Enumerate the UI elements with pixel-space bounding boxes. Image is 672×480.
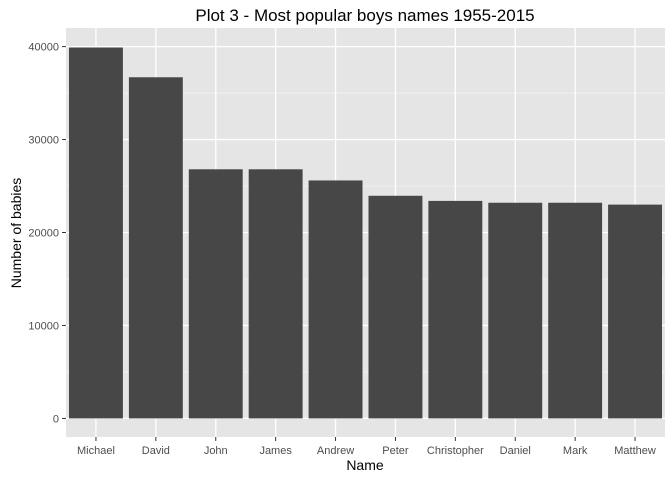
bar-andrew bbox=[308, 180, 363, 419]
x-tick-label: Michael bbox=[77, 445, 115, 457]
y-tick-label: 10000 bbox=[28, 320, 59, 332]
bar-peter bbox=[368, 195, 423, 419]
y-tick-label: 0 bbox=[53, 413, 59, 425]
bar-christopher bbox=[428, 200, 483, 419]
x-tick-label: John bbox=[204, 445, 228, 457]
y-axis-title: Number of babies bbox=[8, 178, 24, 289]
bar-matthew bbox=[608, 204, 663, 419]
bar-mark bbox=[548, 202, 603, 419]
x-tick-label: Daniel bbox=[500, 445, 531, 457]
x-tick-label: Mark bbox=[563, 445, 588, 457]
x-tick-label: Andrew bbox=[317, 445, 354, 457]
x-tick-label: Peter bbox=[382, 445, 409, 457]
bar-john bbox=[188, 169, 243, 419]
bar-david bbox=[128, 77, 183, 419]
x-tick-label: Christopher bbox=[427, 445, 484, 457]
y-tick-label: 20000 bbox=[28, 228, 59, 240]
bars bbox=[68, 47, 663, 419]
chart-title: Plot 3 - Most popular boys names 1955-20… bbox=[195, 6, 534, 25]
x-axis-title: Name bbox=[346, 457, 384, 473]
x-tick-label: Matthew bbox=[614, 445, 656, 457]
bar-daniel bbox=[488, 202, 543, 419]
y-tick-label: 30000 bbox=[28, 135, 59, 147]
x-tick-label: David bbox=[142, 445, 170, 457]
y-axis-ticks: 0 10000 20000 30000 40000 bbox=[28, 42, 66, 425]
bar-james bbox=[248, 169, 303, 419]
x-axis-ticks: Michael David John James Andrew Peter Christop… bbox=[77, 437, 656, 457]
x-tick-label: James bbox=[259, 445, 292, 457]
y-tick-label: 40000 bbox=[28, 42, 59, 54]
bar-michael bbox=[68, 47, 123, 419]
